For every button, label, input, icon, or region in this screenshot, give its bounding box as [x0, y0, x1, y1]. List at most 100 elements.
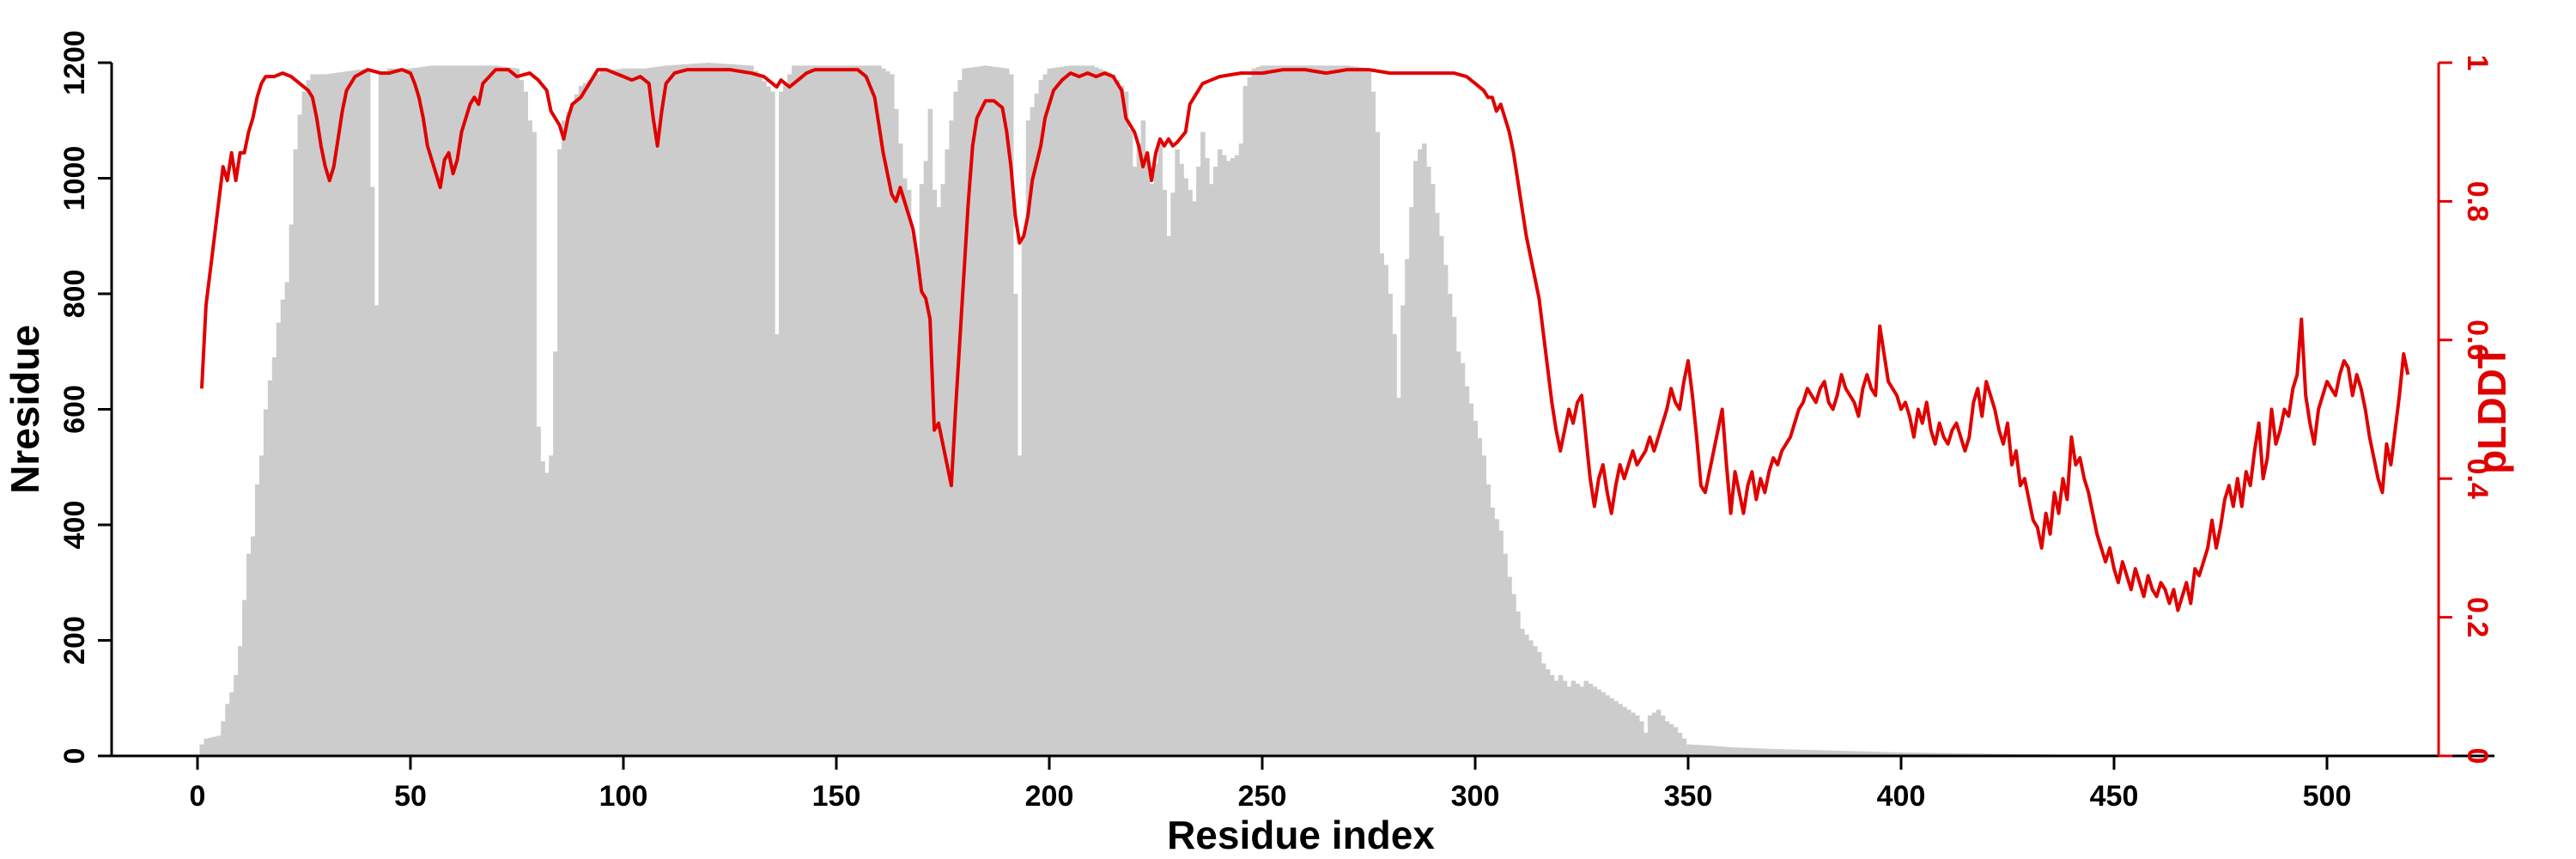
nresidue-bar [999, 68, 1005, 757]
y-left-tick-label: 600 [58, 385, 91, 434]
nresidue-bar [1605, 695, 1610, 756]
nresidue-bar [578, 85, 584, 756]
nresidue-bar [1728, 746, 1734, 756]
nresidue-bar [1920, 752, 1925, 756]
nresidue-bar [1775, 749, 1781, 756]
nresidue-bar [1281, 65, 1286, 757]
nresidue-bar [659, 66, 665, 756]
nresidue-bar [1247, 76, 1253, 756]
nresidue-bar [1933, 752, 1938, 756]
nresidue-bar [1400, 305, 1406, 756]
nresidue-bar [740, 64, 745, 756]
nresidue-bar [476, 65, 482, 757]
nresidue-bar [1707, 745, 1712, 756]
nresidue-bar [1583, 680, 1589, 756]
nresidue-bar [263, 409, 269, 756]
nresidue-bar [736, 64, 741, 757]
nresidue-bar [629, 68, 635, 757]
nresidue-bar [1477, 438, 1483, 757]
nresidue-bar [1737, 747, 1742, 756]
nresidue-bar [280, 299, 286, 757]
nresidue-bar [791, 65, 797, 757]
nresidue-bar [216, 735, 222, 756]
nresidue-bar [582, 82, 588, 757]
nresidue-bar [595, 74, 601, 756]
nresidue-bar [966, 68, 971, 757]
nresidue-bar [996, 67, 1001, 756]
nresidue-bar [689, 64, 695, 757]
nresidue-bar [386, 68, 392, 757]
nresidue-bar [484, 65, 490, 757]
nresidue-bar [1319, 65, 1325, 757]
y-right-tick-label: 1 [2461, 55, 2494, 71]
nresidue-bar [297, 114, 303, 756]
nresidue-bar [868, 65, 873, 757]
x-tick-label: 50 [394, 780, 427, 813]
nresidue-bar [1340, 65, 1346, 757]
nresidue-bar [493, 65, 499, 757]
nresidue-bar [1881, 752, 1887, 756]
nresidue-bar [1868, 752, 1874, 756]
nresidue-bar [336, 72, 341, 757]
nresidue-bar [1153, 163, 1159, 756]
nresidue-bar [1946, 752, 1951, 756]
nresidue-bar [382, 71, 388, 757]
nresidue-bar [1596, 689, 1601, 756]
nresidue-bar [404, 68, 410, 757]
nresidue-bar [536, 426, 541, 756]
nresidue-bar [1562, 680, 1568, 756]
nresidue-bar [1749, 747, 1755, 756]
nresidue-bar [480, 65, 486, 757]
nresidue-bar [349, 70, 354, 757]
nresidue-bar [1809, 750, 1814, 756]
nresidue-bar [1332, 65, 1338, 757]
plddt-line-layer [199, 68, 2410, 612]
nresidue-bar [1651, 712, 1657, 756]
nresidue-bar [523, 91, 528, 757]
nresidue-bar [1903, 752, 1909, 756]
nresidue-bar [817, 65, 823, 757]
nresidue-bar [532, 131, 537, 756]
nresidue-bar [693, 64, 699, 756]
nresidue-bar [566, 112, 571, 756]
nresidue-bar [395, 68, 401, 757]
nresidue-bar [501, 66, 507, 756]
nresidue-bar [927, 108, 933, 757]
nresidue-bar [425, 66, 430, 756]
nresidue-bar [527, 120, 532, 756]
nresidue-bar [1631, 712, 1636, 756]
nresidue-bar [1656, 710, 1662, 756]
nresidue-bar [962, 68, 967, 757]
nresidue-bar [812, 65, 818, 757]
nresidue-bar [1315, 65, 1321, 757]
nresidue-bar [1481, 455, 1486, 756]
nresidue-bar [1720, 746, 1725, 756]
nresidue-bar [1085, 65, 1091, 757]
nresidue-bar [1311, 65, 1316, 757]
nresidue-bars [199, 63, 2407, 757]
nresidue-bar [1792, 749, 1798, 756]
nresidue-bar [1025, 120, 1031, 756]
y-right-tick-label: 0.4 [2461, 459, 2494, 499]
nresidue-bar [1558, 674, 1564, 756]
nresidue-bar [1072, 65, 1078, 757]
nresidue-bar [1941, 752, 1947, 756]
nresidue-bar [1664, 721, 1670, 756]
nresidue-bar [340, 71, 345, 756]
nresidue-bar [719, 64, 725, 756]
y-left-tick-label: 400 [58, 501, 91, 550]
nresidue-bar [1136, 143, 1142, 756]
nresidue-bar [1575, 683, 1581, 756]
nresidue-bar [1375, 131, 1380, 756]
nresidue-bar [306, 80, 312, 757]
nresidue-bar [1566, 686, 1572, 756]
nresidue-bar [251, 536, 256, 756]
nresidue-bar [860, 65, 865, 757]
nresidue-bar [1251, 68, 1257, 757]
nresidue-bar [378, 74, 384, 756]
nresidue-bar [787, 74, 793, 756]
nresidue-bar [1844, 751, 1849, 756]
nresidue-bar [1788, 749, 1794, 756]
x-tick-label: 500 [2303, 780, 2352, 813]
nresidue-bar [1468, 403, 1474, 756]
